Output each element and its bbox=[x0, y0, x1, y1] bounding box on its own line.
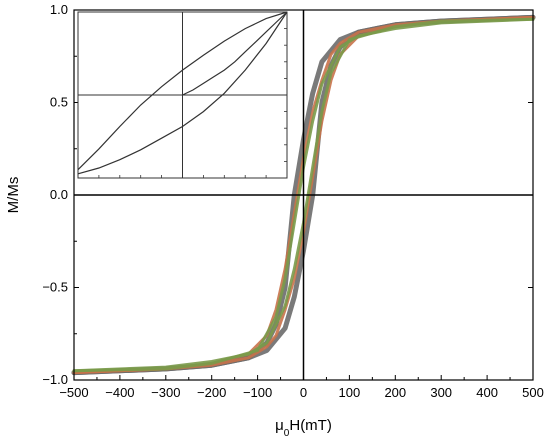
x-axis-title-subscript: 0 bbox=[284, 428, 290, 439]
inset-series-line-virgin bbox=[182, 11, 288, 96]
x-tick-label: 400 bbox=[476, 385, 498, 400]
x-tick-label: −100 bbox=[243, 385, 272, 400]
y-tick-label: 0.5 bbox=[50, 95, 68, 110]
x-axis-title-rest: H(mT) bbox=[289, 417, 331, 434]
x-tick-label: 100 bbox=[339, 385, 361, 400]
x-tick-label: −400 bbox=[105, 385, 134, 400]
inset-group bbox=[77, 11, 288, 179]
y-tick-label: 1.0 bbox=[50, 2, 68, 17]
x-tick-label: 300 bbox=[430, 385, 452, 400]
x-axis-title-mu: μ bbox=[275, 417, 284, 434]
x-tick-label: 200 bbox=[384, 385, 406, 400]
main-ticks-group: −500 −400 −300 −200 −100 0 100 200 300 400 500 −1.0… bbox=[42, 2, 544, 400]
x-tick-label: 0 bbox=[300, 385, 307, 400]
y-axis-title: M/Ms bbox=[5, 177, 22, 214]
x-tick-label: 500 bbox=[522, 385, 544, 400]
x-tick-label: −200 bbox=[197, 385, 226, 400]
x-tick-label: −300 bbox=[151, 385, 180, 400]
x-tick-label: −500 bbox=[59, 385, 88, 400]
y-tick-label: −0.5 bbox=[42, 280, 68, 295]
inset-series-line-lower bbox=[77, 11, 288, 175]
inset-series-line-upper bbox=[77, 11, 288, 171]
y-tick-label: −1.0 bbox=[42, 372, 68, 387]
y-tick-label: 0.0 bbox=[50, 187, 68, 202]
x-axis-title: μ0H(mT) bbox=[275, 417, 332, 439]
